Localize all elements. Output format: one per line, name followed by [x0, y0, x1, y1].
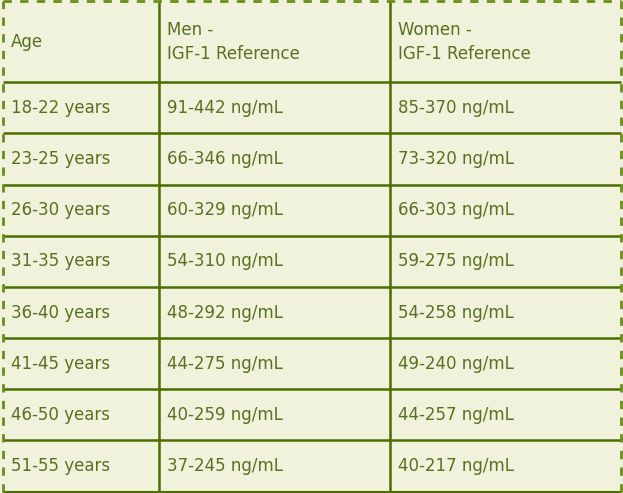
Text: 23-25 years: 23-25 years [11, 150, 111, 168]
Text: 40-259 ng/mL: 40-259 ng/mL [167, 406, 283, 424]
Text: 66-303 ng/mL: 66-303 ng/mL [398, 201, 514, 219]
Text: 46-50 years: 46-50 years [11, 406, 110, 424]
Text: Age: Age [11, 33, 44, 51]
Text: 48-292 ng/mL: 48-292 ng/mL [167, 304, 283, 321]
Text: 36-40 years: 36-40 years [11, 304, 110, 321]
Text: 41-45 years: 41-45 years [11, 354, 110, 373]
Text: 59-275 ng/mL: 59-275 ng/mL [398, 252, 514, 270]
Text: 73-320 ng/mL: 73-320 ng/mL [398, 150, 514, 168]
Text: 37-245 ng/mL: 37-245 ng/mL [167, 457, 283, 475]
Text: 51-55 years: 51-55 years [11, 457, 110, 475]
Text: 91-442 ng/mL: 91-442 ng/mL [167, 99, 283, 117]
Text: 85-370 ng/mL: 85-370 ng/mL [398, 99, 514, 117]
Text: Women -
IGF-1 Reference: Women - IGF-1 Reference [398, 21, 531, 63]
Text: 60-329 ng/mL: 60-329 ng/mL [167, 201, 283, 219]
Text: 49-240 ng/mL: 49-240 ng/mL [398, 354, 514, 373]
Text: 44-275 ng/mL: 44-275 ng/mL [167, 354, 283, 373]
Text: 54-310 ng/mL: 54-310 ng/mL [167, 252, 283, 270]
Text: 44-257 ng/mL: 44-257 ng/mL [398, 406, 514, 424]
Text: 40-217 ng/mL: 40-217 ng/mL [398, 457, 514, 475]
Text: 31-35 years: 31-35 years [11, 252, 111, 270]
Text: 18-22 years: 18-22 years [11, 99, 111, 117]
Text: 26-30 years: 26-30 years [11, 201, 110, 219]
Text: 54-258 ng/mL: 54-258 ng/mL [398, 304, 514, 321]
Text: 66-346 ng/mL: 66-346 ng/mL [167, 150, 283, 168]
Text: Men -
IGF-1 Reference: Men - IGF-1 Reference [167, 21, 300, 63]
